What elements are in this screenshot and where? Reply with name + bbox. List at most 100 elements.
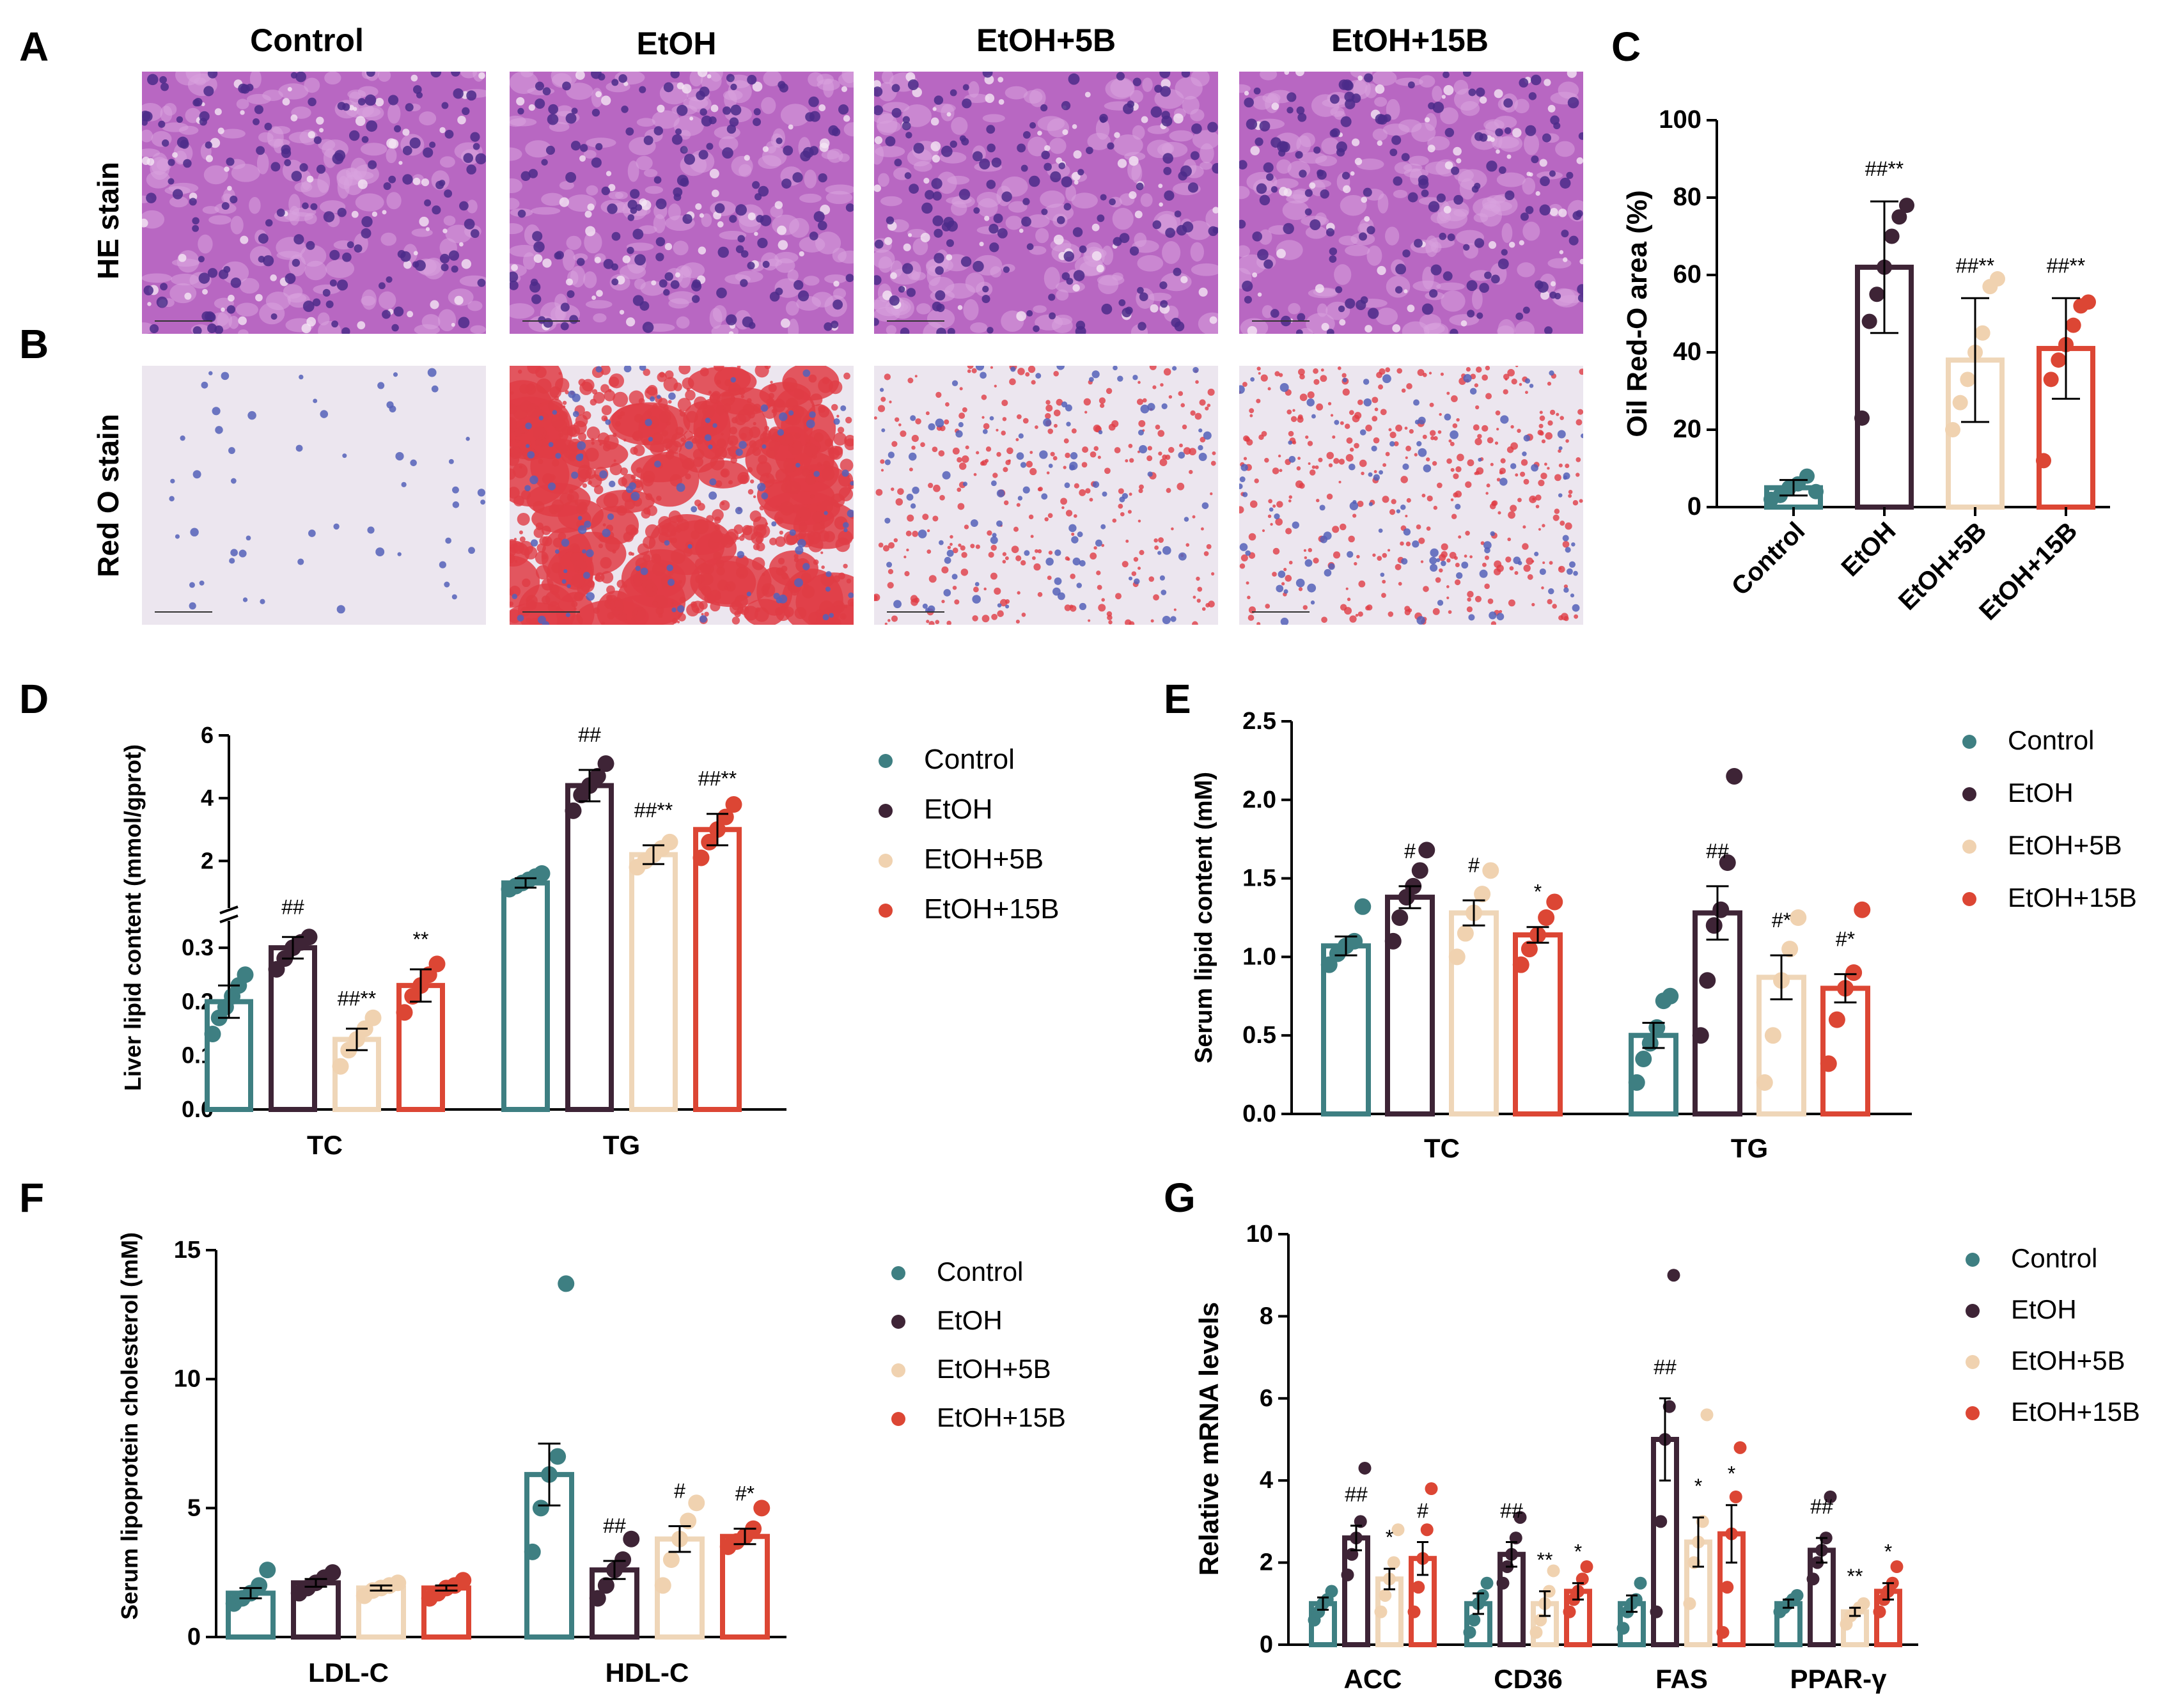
- vacuole: [1441, 95, 1446, 99]
- vacuole: [1180, 276, 1188, 283]
- nucleus: [1561, 230, 1569, 238]
- cytoplasm: [963, 299, 979, 321]
- nucleus: [1423, 464, 1432, 473]
- nucleus: [1073, 270, 1085, 281]
- lipid-droplet: [1288, 560, 1293, 565]
- nucleus: [1342, 377, 1347, 382]
- y-axis-label: Relative mRNA levels: [1194, 1302, 1224, 1576]
- lipid-droplet: [1200, 437, 1206, 443]
- lipid-droplet: [1316, 403, 1324, 411]
- significance-marker: ##**: [1956, 254, 1995, 277]
- tissue-background: [142, 366, 486, 625]
- lipid-droplet: [900, 430, 907, 437]
- nucleus: [198, 256, 205, 263]
- lipid-droplet: [820, 613, 824, 616]
- nucleus: [630, 207, 637, 214]
- lipid-droplet: [796, 506, 811, 522]
- vacuole: [1535, 191, 1540, 196]
- nucleus: [424, 199, 432, 207]
- nucleus: [874, 318, 879, 326]
- nucleus: [894, 159, 902, 167]
- cytoplasm: [386, 192, 402, 210]
- data-point: [533, 865, 551, 882]
- nucleus: [1500, 415, 1509, 424]
- nucleus: [459, 201, 469, 211]
- nucleus: [973, 207, 980, 214]
- lipid-droplet: [768, 393, 774, 399]
- lipid-droplet: [994, 384, 997, 388]
- cytoplasm: [1153, 210, 1181, 234]
- nucleus: [918, 529, 927, 538]
- lipid-droplet: [716, 560, 724, 568]
- lipid-droplet: [672, 618, 678, 624]
- lipid-droplet: [691, 600, 705, 614]
- lipid-droplet: [922, 513, 929, 521]
- lipid-droplet: [1285, 575, 1292, 582]
- nucleus: [761, 492, 769, 499]
- nucleus: [779, 412, 788, 421]
- lipid-droplet: [1262, 529, 1265, 532]
- vacuole: [1377, 265, 1386, 276]
- nucleus: [981, 294, 990, 304]
- nucleus: [1128, 576, 1133, 581]
- lipid-droplet: [542, 473, 554, 485]
- legend-marker-etoh: [1962, 787, 1976, 801]
- cytoplasm: [379, 291, 396, 309]
- lipid-droplet: [573, 595, 577, 600]
- vacuole: [1540, 290, 1550, 300]
- nucleus: [520, 171, 531, 181]
- lipid-droplet: [1552, 514, 1560, 521]
- nucleus: [809, 411, 816, 418]
- nucleus: [912, 486, 919, 494]
- lipid-droplet: [1313, 379, 1320, 385]
- lipid-droplet: [1028, 514, 1034, 520]
- lipid-droplet: [1355, 613, 1359, 617]
- lipid-droplet: [1354, 443, 1359, 449]
- cytoplasm: [258, 132, 274, 143]
- lipid-droplet: [620, 411, 625, 416]
- nucleus: [1288, 440, 1293, 445]
- lipid-droplet: [510, 417, 517, 429]
- lipid-droplet: [753, 421, 756, 426]
- lipid-droplet: [1002, 552, 1007, 556]
- nucleus: [323, 211, 335, 223]
- nucleus: [1479, 283, 1489, 293]
- vacuole: [608, 184, 616, 192]
- nucleus: [1040, 104, 1048, 112]
- lipid-droplet: [776, 517, 784, 524]
- lipid-droplet: [597, 432, 610, 445]
- lipid-droplet: [1474, 472, 1478, 475]
- lipid-droplet: [1401, 388, 1406, 393]
- data-point: [301, 928, 318, 946]
- nucleus: [752, 181, 760, 189]
- lipid-droplet: [906, 548, 909, 552]
- nucleus: [439, 561, 446, 568]
- vacuole: [287, 87, 292, 92]
- nucleus: [192, 470, 201, 479]
- vacuole: [591, 295, 597, 301]
- nucleus: [562, 81, 571, 91]
- nucleus: [1335, 286, 1343, 294]
- lipid-droplet: [889, 400, 892, 403]
- lipid-droplet: [613, 391, 629, 407]
- cytoplasm: [673, 240, 689, 256]
- lipid-droplet: [700, 367, 709, 377]
- vacuole: [1072, 124, 1077, 129]
- nucleus: [192, 224, 199, 232]
- lipid-droplet: [1001, 430, 1006, 435]
- nucleus: [563, 569, 568, 574]
- cytoplasm: [278, 83, 309, 100]
- lipid-droplet: [1464, 554, 1467, 558]
- nucleus: [308, 97, 317, 107]
- significance-marker: #: [1404, 840, 1416, 863]
- lipid-droplet: [990, 544, 997, 551]
- cytoplasm: [1199, 161, 1213, 170]
- lipid-droplet: [1064, 604, 1071, 611]
- lipid-droplet: [578, 501, 588, 511]
- data-point: [324, 1564, 341, 1581]
- nucleus: [308, 529, 316, 537]
- nucleus: [700, 108, 707, 116]
- lipid-droplet: [643, 554, 651, 563]
- nucleus: [828, 125, 839, 136]
